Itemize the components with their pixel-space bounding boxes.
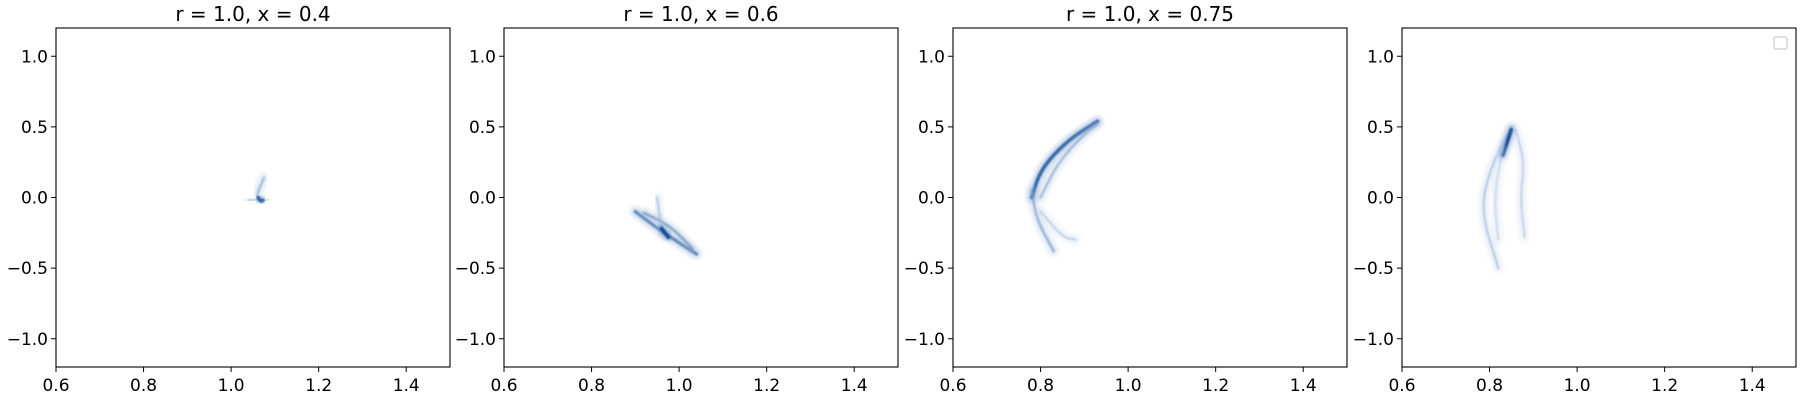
x-tick-label: 0.8 [130,376,157,396]
y-tick-label: 0.0 [1367,189,1394,209]
x-tick-label: 1.2 [305,376,332,396]
x-tick-label: 0.8 [1476,376,1503,396]
density-layer [1026,116,1103,257]
x-tick-label: 0.8 [1027,376,1054,396]
y-tick-label: 0.0 [918,189,945,209]
x-tick-label: 0.6 [939,376,966,396]
x-tick-label: 1.0 [1115,376,1142,396]
y-tick-label: 0.5 [21,118,48,138]
panel-title: r = 1.0, x = 0.75 [1066,2,1234,26]
y-tick-label: −0.5 [455,259,496,279]
x-tick-label: 1.4 [1739,376,1766,396]
density-ridge [1039,210,1077,242]
density-ridge [1494,147,1504,241]
panel-title: r = 1.0, x = 0.6 [623,2,778,26]
plot-area [1402,28,1796,367]
x-tick-label: 0.6 [1388,376,1415,396]
x-tick-label: 1.0 [1564,376,1591,396]
panel-2: 0.6 0.8 1.0 1.2 1.4 −1.0 −0.5 0.0 0.5 1.0 r = 1.0,… [455,2,899,396]
y-tick-label: −1.0 [904,330,945,350]
density-ridge [256,195,265,203]
panel-3: 0.6 0.8 1.0 1.2 1.4 −1.0 −0.5 0.0 0.5 1.0 r = 1.0,… [904,2,1348,396]
panel-4: 0.6 0.8 1.0 1.2 1.4 −1.0 −0.5 0.0 0.5 1.0 [1353,27,1797,396]
y-tick-label: 1.0 [918,47,945,67]
x-tick-label: 1.2 [1651,376,1678,396]
y-tick-label: 0.5 [918,118,945,138]
y-tick-label: 0.0 [21,189,48,209]
density-ridge [256,176,266,196]
plot-area [504,28,898,367]
density-layer [630,192,702,259]
y-tick-label: −1.0 [7,330,48,350]
x-tick-label: 1.4 [393,376,420,396]
density-ridge [659,226,671,239]
y-tick-label: −0.5 [904,259,945,279]
density-layer [243,172,272,207]
x-tick-label: 1.2 [1202,376,1229,396]
y-tick-label: −0.5 [7,259,48,279]
y-tick-label: 1.0 [1367,47,1394,67]
panel-1: 0.6 0.8 1.0 1.2 1.4 −1.0 −0.5 0.0 0.5 1.0 r = 1.0,… [7,2,451,396]
y-tick-label: −0.5 [1353,259,1394,279]
y-tick-label: 0.0 [469,189,496,209]
density-ridge [656,196,663,233]
x-tick-label: 0.6 [490,376,517,396]
y-tick-label: 1.0 [21,47,48,67]
y-tick-label: 0.5 [1367,118,1394,138]
x-tick-label: 1.0 [218,376,245,396]
x-tick-label: 0.8 [578,376,605,396]
density-ridge [1030,119,1100,200]
density-ridge [1514,128,1526,239]
legend-box [1773,36,1788,50]
x-tick-label: 1.2 [753,376,780,396]
x-tick-label: 1.4 [841,376,868,396]
density-ridge [1039,122,1099,199]
y-tick-label: 1.0 [469,47,496,67]
density-layer [1478,121,1530,274]
y-tick-label: −1.0 [455,330,496,350]
y-tick-label: 0.5 [469,118,496,138]
x-tick-label: 0.6 [42,376,69,396]
panel-title: r = 1.0, x = 0.4 [175,2,330,26]
plot-area [953,28,1347,367]
x-tick-label: 1.4 [1290,376,1317,396]
x-tick-label: 1.0 [666,376,693,396]
density-ridge [1030,189,1056,253]
y-tick-label: −1.0 [1353,330,1394,350]
